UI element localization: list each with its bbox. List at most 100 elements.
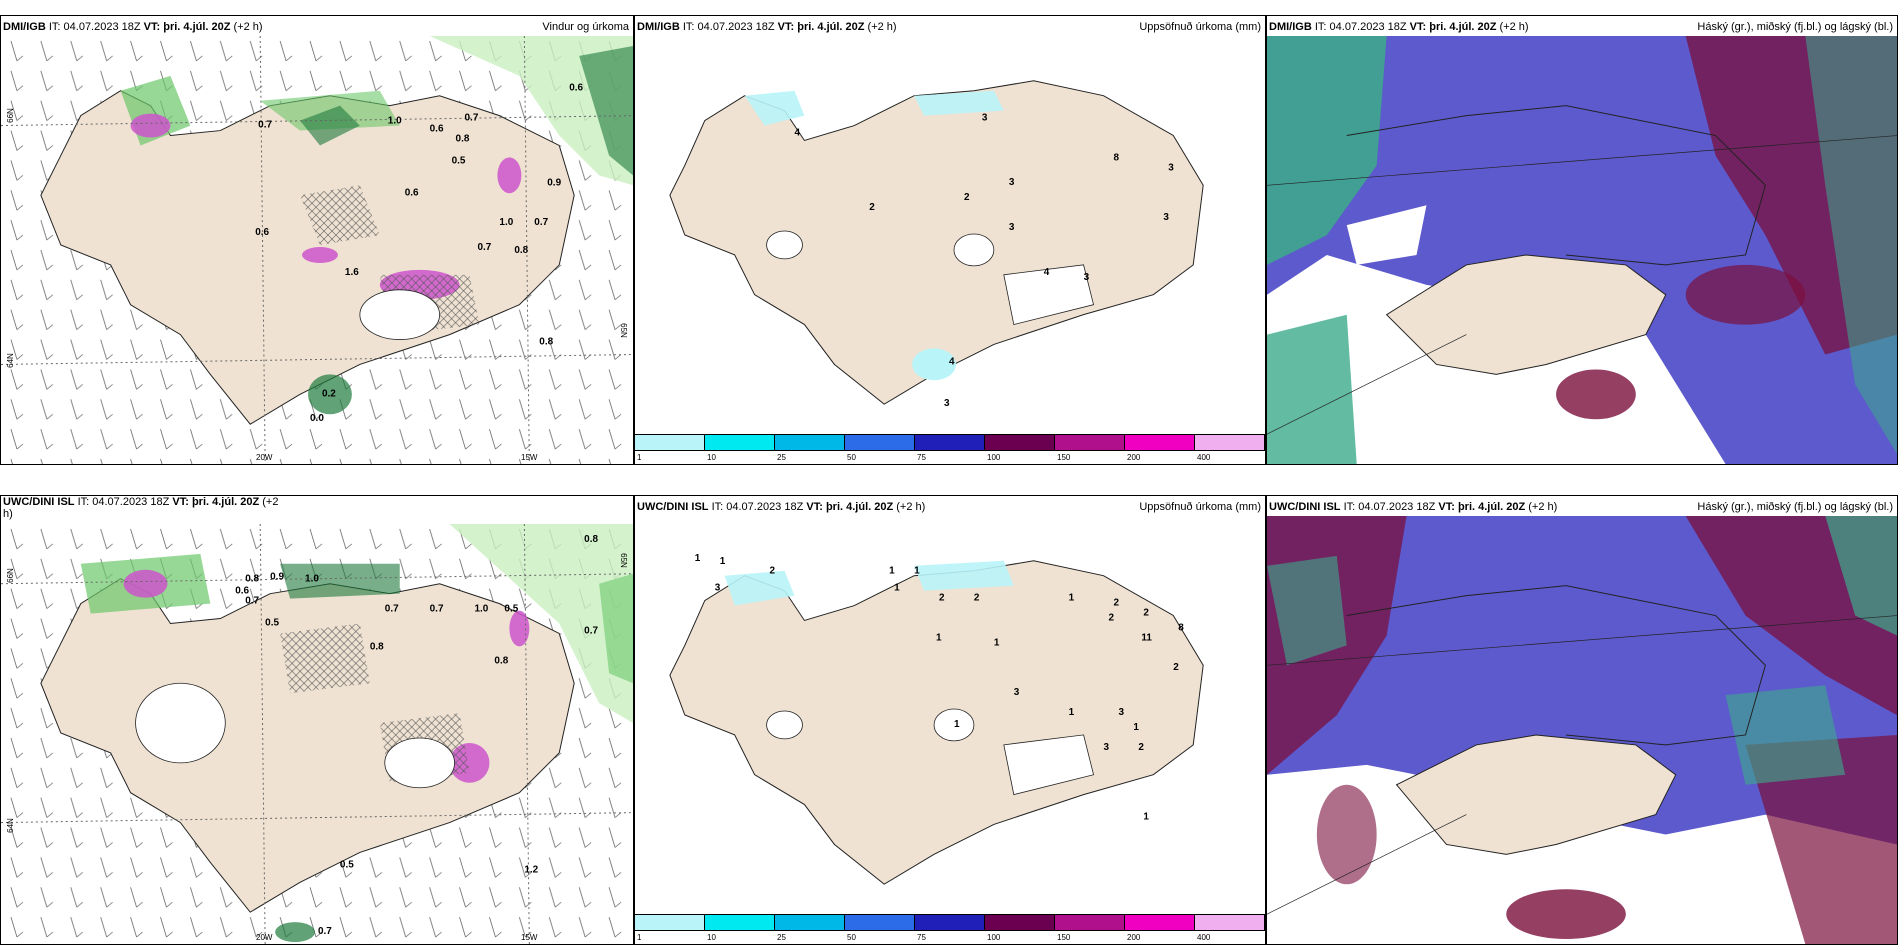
colorbar-tick-label: 1 — [637, 453, 642, 462]
panel-title: DMI/IGB IT: 04.07.2023 18Z VT: þri. 4.jú… — [635, 16, 1265, 36]
value-label: 1.6 — [345, 267, 359, 278]
value-label: 1.0 — [475, 604, 489, 615]
precip-value-labels: 0.8 0.8 0.9 1.0 0.6 0.7 0.7 0.5 0.7 1.0 … — [235, 534, 598, 937]
value-label: 1 — [1069, 707, 1075, 718]
value-label: 3 — [1163, 212, 1169, 223]
colorbar-tick-label: 50 — [847, 453, 856, 462]
colorbar-segment — [775, 434, 845, 451]
lon-label-15w: 15W — [521, 453, 538, 462]
panel-title: UWC/DINI ISL IT: 04.07.2023 18Z VT: þri.… — [1267, 496, 1897, 516]
panel-accum-precip-bottom: UWC/DINI ISL IT: 04.07.2023 18Z VT: þri.… — [634, 495, 1266, 945]
value-label: 3 — [1084, 272, 1090, 283]
value-label: 3 — [1104, 742, 1110, 753]
value-label: 1.0 — [305, 574, 319, 585]
colorbar-tick-label: 100 — [987, 453, 1001, 462]
colorbar-tick-label: 200 — [1127, 453, 1141, 462]
value-label: 1 — [1143, 811, 1149, 822]
colorbar-segment — [985, 434, 1055, 451]
map-svg: 0.6 0.7 1.0 0.6 0.7 0.8 0.5 0.9 0.6 1.0 … — [1, 36, 633, 464]
value-label: 1.0 — [388, 116, 402, 127]
value-label: 0.7 — [245, 596, 259, 607]
precip-colorbar: 1 10 25 50 75 100 150 200 400 — [635, 914, 1265, 944]
colorbar-segment — [775, 914, 845, 931]
colorbar-segment — [985, 914, 1055, 931]
value-label: 4 — [949, 356, 955, 367]
colorbar-tick-label: 10 — [707, 453, 716, 462]
panel-clouds-top: DMI/IGB IT: 04.07.2023 18Z VT: þri. 4.jú… — [1266, 15, 1898, 465]
lon-label-20w: 20W — [256, 933, 273, 942]
value-label: 1 — [695, 553, 701, 564]
lat-label-64n: 64N — [5, 353, 15, 368]
value-label: 0.7 — [385, 604, 399, 615]
colorbar-segment — [845, 434, 915, 451]
panel-wind-precip-top: DMI/IGB IT: 04.07.2023 18Z VT: þri. 4.jú… — [0, 15, 634, 465]
panel-title: UWC/DINI ISL IT: 04.07.2023 18Z VT: þri.… — [635, 496, 1265, 516]
value-label: 2 — [1108, 612, 1114, 623]
value-label: 3 — [1014, 687, 1020, 698]
product-name: Vindur og úrkoma — [542, 21, 629, 33]
panel-accum-precip-top: DMI/IGB IT: 04.07.2023 18Z VT: þri. 4.jú… — [634, 15, 1266, 465]
iceland-land — [40, 578, 575, 913]
colorbar-tick-label: 10 — [707, 933, 716, 942]
colorbar-segment — [1125, 434, 1195, 451]
value-label: 0.5 — [265, 618, 279, 629]
value-label: 0.0 — [310, 413, 324, 424]
product-name: Uppsöfnuð úrkoma (mm) — [1139, 501, 1261, 513]
colorbar-segment — [1195, 434, 1265, 451]
value-label: 4 — [794, 128, 800, 139]
value-label: 2 — [1138, 742, 1144, 753]
value-label: 0.7 — [318, 926, 332, 937]
colorbar-segment — [1195, 914, 1265, 931]
colorbar-segment — [635, 434, 705, 451]
value-label: 0.7 — [465, 113, 479, 124]
value-label: 2 — [974, 593, 980, 604]
value-label: 0.7 — [584, 625, 598, 636]
colorbar-tick-label: 400 — [1197, 933, 1211, 942]
value-label: 0.2 — [322, 388, 336, 399]
product-name: Uppsöfnuð úrkoma (mm) — [1139, 21, 1261, 33]
colorbar-segment — [915, 434, 985, 451]
value-label: 0.7 — [534, 217, 548, 228]
lon-label-20w: 20W — [256, 453, 273, 462]
value-label: 1 — [936, 632, 942, 643]
map-area[interactable]: 0.6 0.7 1.0 0.6 0.7 0.8 0.5 0.9 0.6 1.0 … — [1, 36, 633, 464]
value-label: 1 — [889, 566, 895, 577]
map-area[interactable] — [1267, 516, 1897, 944]
lat-label-66n: 66N — [5, 108, 15, 123]
value-label: 11 — [1141, 632, 1152, 643]
value-label: 3 — [715, 583, 721, 594]
value-label: 1 — [894, 583, 900, 594]
colorbar-segment — [705, 434, 775, 451]
iceland-land — [669, 80, 1204, 405]
value-label: 3 — [1009, 177, 1015, 188]
colorbar-segment — [705, 914, 775, 931]
map-area[interactable]: 1 1 2 3 1 1 1 2 2 1 1 1 2 2 2 11 8 2 3 1 — [635, 516, 1265, 914]
lat-label-66n: 66N — [5, 568, 15, 583]
value-label: 1.2 — [524, 864, 538, 875]
colorbar-segment — [845, 914, 915, 931]
value-label: 1 — [914, 566, 920, 577]
value-label: 0.7 — [258, 120, 272, 131]
value-label: 0.8 — [514, 245, 528, 256]
panel-wind-precip-bottom: UWC/DINI ISL IT: 04.07.2023 18Z VT: þri.… — [0, 495, 634, 945]
value-label: 0.7 — [430, 604, 444, 615]
lat-label-65n-right: 65N — [619, 323, 629, 338]
value-label: 0.6 — [235, 586, 249, 597]
value-label: 0.8 — [539, 337, 553, 348]
value-label: 0.6 — [255, 227, 269, 238]
colorbar-segment — [915, 914, 985, 931]
colorbar-tick-label: 50 — [847, 933, 856, 942]
value-label: 0.5 — [504, 604, 518, 615]
map-area[interactable] — [1267, 36, 1897, 464]
value-label: 0.6 — [569, 83, 583, 94]
colorbar-segment — [1125, 914, 1195, 931]
value-label: 2 — [964, 192, 970, 203]
value-label: 2 — [1173, 662, 1179, 673]
map-area[interactable]: 4 2 2 3 3 3 8 3 3 4 3 4 3 — [635, 36, 1265, 434]
map-area[interactable]: 0.8 0.8 0.9 1.0 0.6 0.7 0.7 0.5 0.7 1.0 … — [1, 524, 633, 944]
value-label: 1 — [994, 637, 1000, 648]
value-label: 3 — [1118, 707, 1124, 718]
value-label: 3 — [944, 398, 950, 409]
precip-value-labels: 0.6 0.7 1.0 0.6 0.7 0.8 0.5 0.9 0.6 1.0 … — [255, 83, 583, 424]
value-label: 0.9 — [270, 572, 284, 583]
